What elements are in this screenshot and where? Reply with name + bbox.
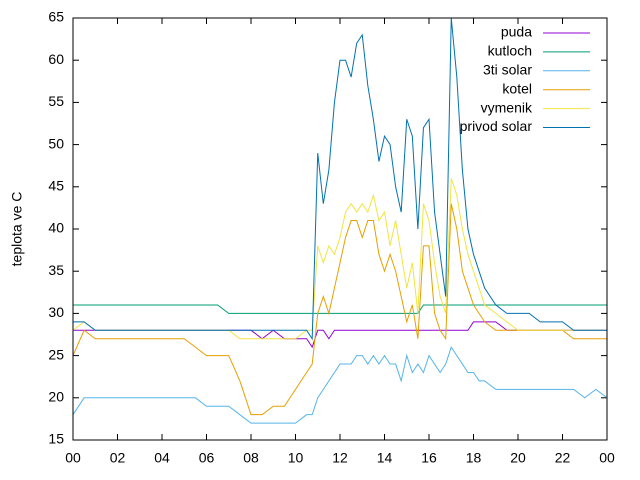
y-tick-label: 65	[48, 9, 64, 25]
series-line	[72, 178, 607, 340]
x-tick-label: 12	[332, 450, 348, 466]
y-tick-label: 60	[48, 51, 64, 67]
legend-label: privod solar	[460, 118, 533, 134]
legend-label: vymenik	[481, 99, 533, 115]
y-tick-label: 40	[48, 220, 64, 236]
legend-label: kotel	[502, 80, 532, 96]
series-line	[72, 203, 607, 416]
x-tick-label: 00	[599, 450, 615, 466]
y-tick-label: 55	[48, 93, 64, 109]
y-tick-label: 30	[48, 304, 64, 320]
y-tick-label: 50	[48, 135, 64, 151]
legend-label: kutloch	[488, 43, 532, 59]
x-tick-label: 20	[510, 450, 526, 466]
legend-label: puda	[501, 24, 532, 40]
plot-frame	[72, 17, 608, 441]
x-tick-label: 06	[199, 450, 215, 466]
x-tick-label: 08	[243, 450, 259, 466]
x-tick-label: 18	[466, 450, 482, 466]
legend-label: 3ti solar	[483, 62, 532, 78]
x-tick-label: 22	[555, 450, 571, 466]
y-tick-label: 20	[48, 389, 64, 405]
y-tick-label: 35	[48, 262, 64, 278]
x-tick-label: 10	[288, 450, 304, 466]
x-tick-label: 02	[110, 450, 126, 466]
series-line	[73, 304, 607, 314]
x-tick-label: 04	[154, 450, 170, 466]
x-tick-label: 00	[65, 450, 81, 466]
y-tick-label: 15	[48, 431, 64, 447]
y-tick-label: 45	[48, 178, 64, 194]
series-line	[72, 346, 608, 424]
series-line	[73, 17, 607, 341]
x-tick-label: 14	[377, 450, 393, 466]
x-tick-label: 16	[421, 450, 437, 466]
y-tick-label: 25	[48, 346, 64, 362]
y-axis-label: teplota ve C	[9, 192, 25, 267]
series-line	[73, 321, 607, 349]
